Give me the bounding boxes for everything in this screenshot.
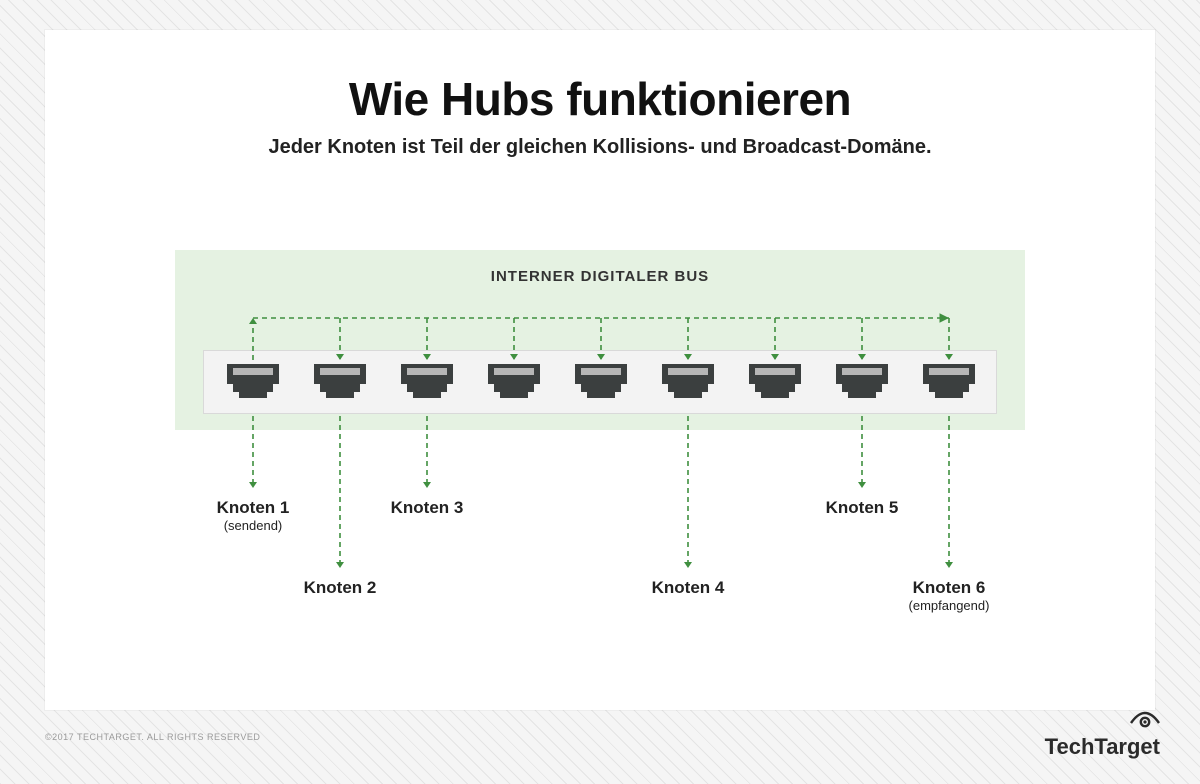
node-label: Knoten 3: [357, 498, 497, 518]
bus-label: INTERNER DIGITALER BUS: [175, 268, 1025, 285]
ethernet-port-icon: [225, 362, 281, 402]
diagram-card: Wie Hubs funktionieren Jeder Knoten ist …: [45, 30, 1155, 710]
brand-logo: TechTarget: [1045, 709, 1160, 760]
ethernet-port-icon: [834, 362, 890, 402]
ethernet-port-icon: [399, 362, 455, 402]
ethernet-port-icon: [312, 362, 368, 402]
diagram-title: Wie Hubs funktionieren: [45, 72, 1155, 126]
copyright-text: ©2017 TECHTARGET. ALL RIGHTS RESERVED: [45, 732, 260, 742]
node-label: Knoten 5: [792, 498, 932, 518]
ethernet-port-icon: [660, 362, 716, 402]
ethernet-port-icon: [747, 362, 803, 402]
ethernet-port-icon: [573, 362, 629, 402]
eye-icon: [1130, 709, 1160, 734]
node-label: Knoten 6(empfangend): [879, 578, 1019, 613]
diagram-subtitle: Jeder Knoten ist Teil der gleichen Kolli…: [45, 136, 1155, 159]
node-label: Knoten 4: [618, 578, 758, 598]
node-label: Knoten 2: [270, 578, 410, 598]
ethernet-port-icon: [486, 362, 542, 402]
node-label: Knoten 1(sendend): [183, 498, 323, 533]
ethernet-port-icon: [921, 362, 977, 402]
brand-name: TechTarget: [1045, 734, 1160, 759]
